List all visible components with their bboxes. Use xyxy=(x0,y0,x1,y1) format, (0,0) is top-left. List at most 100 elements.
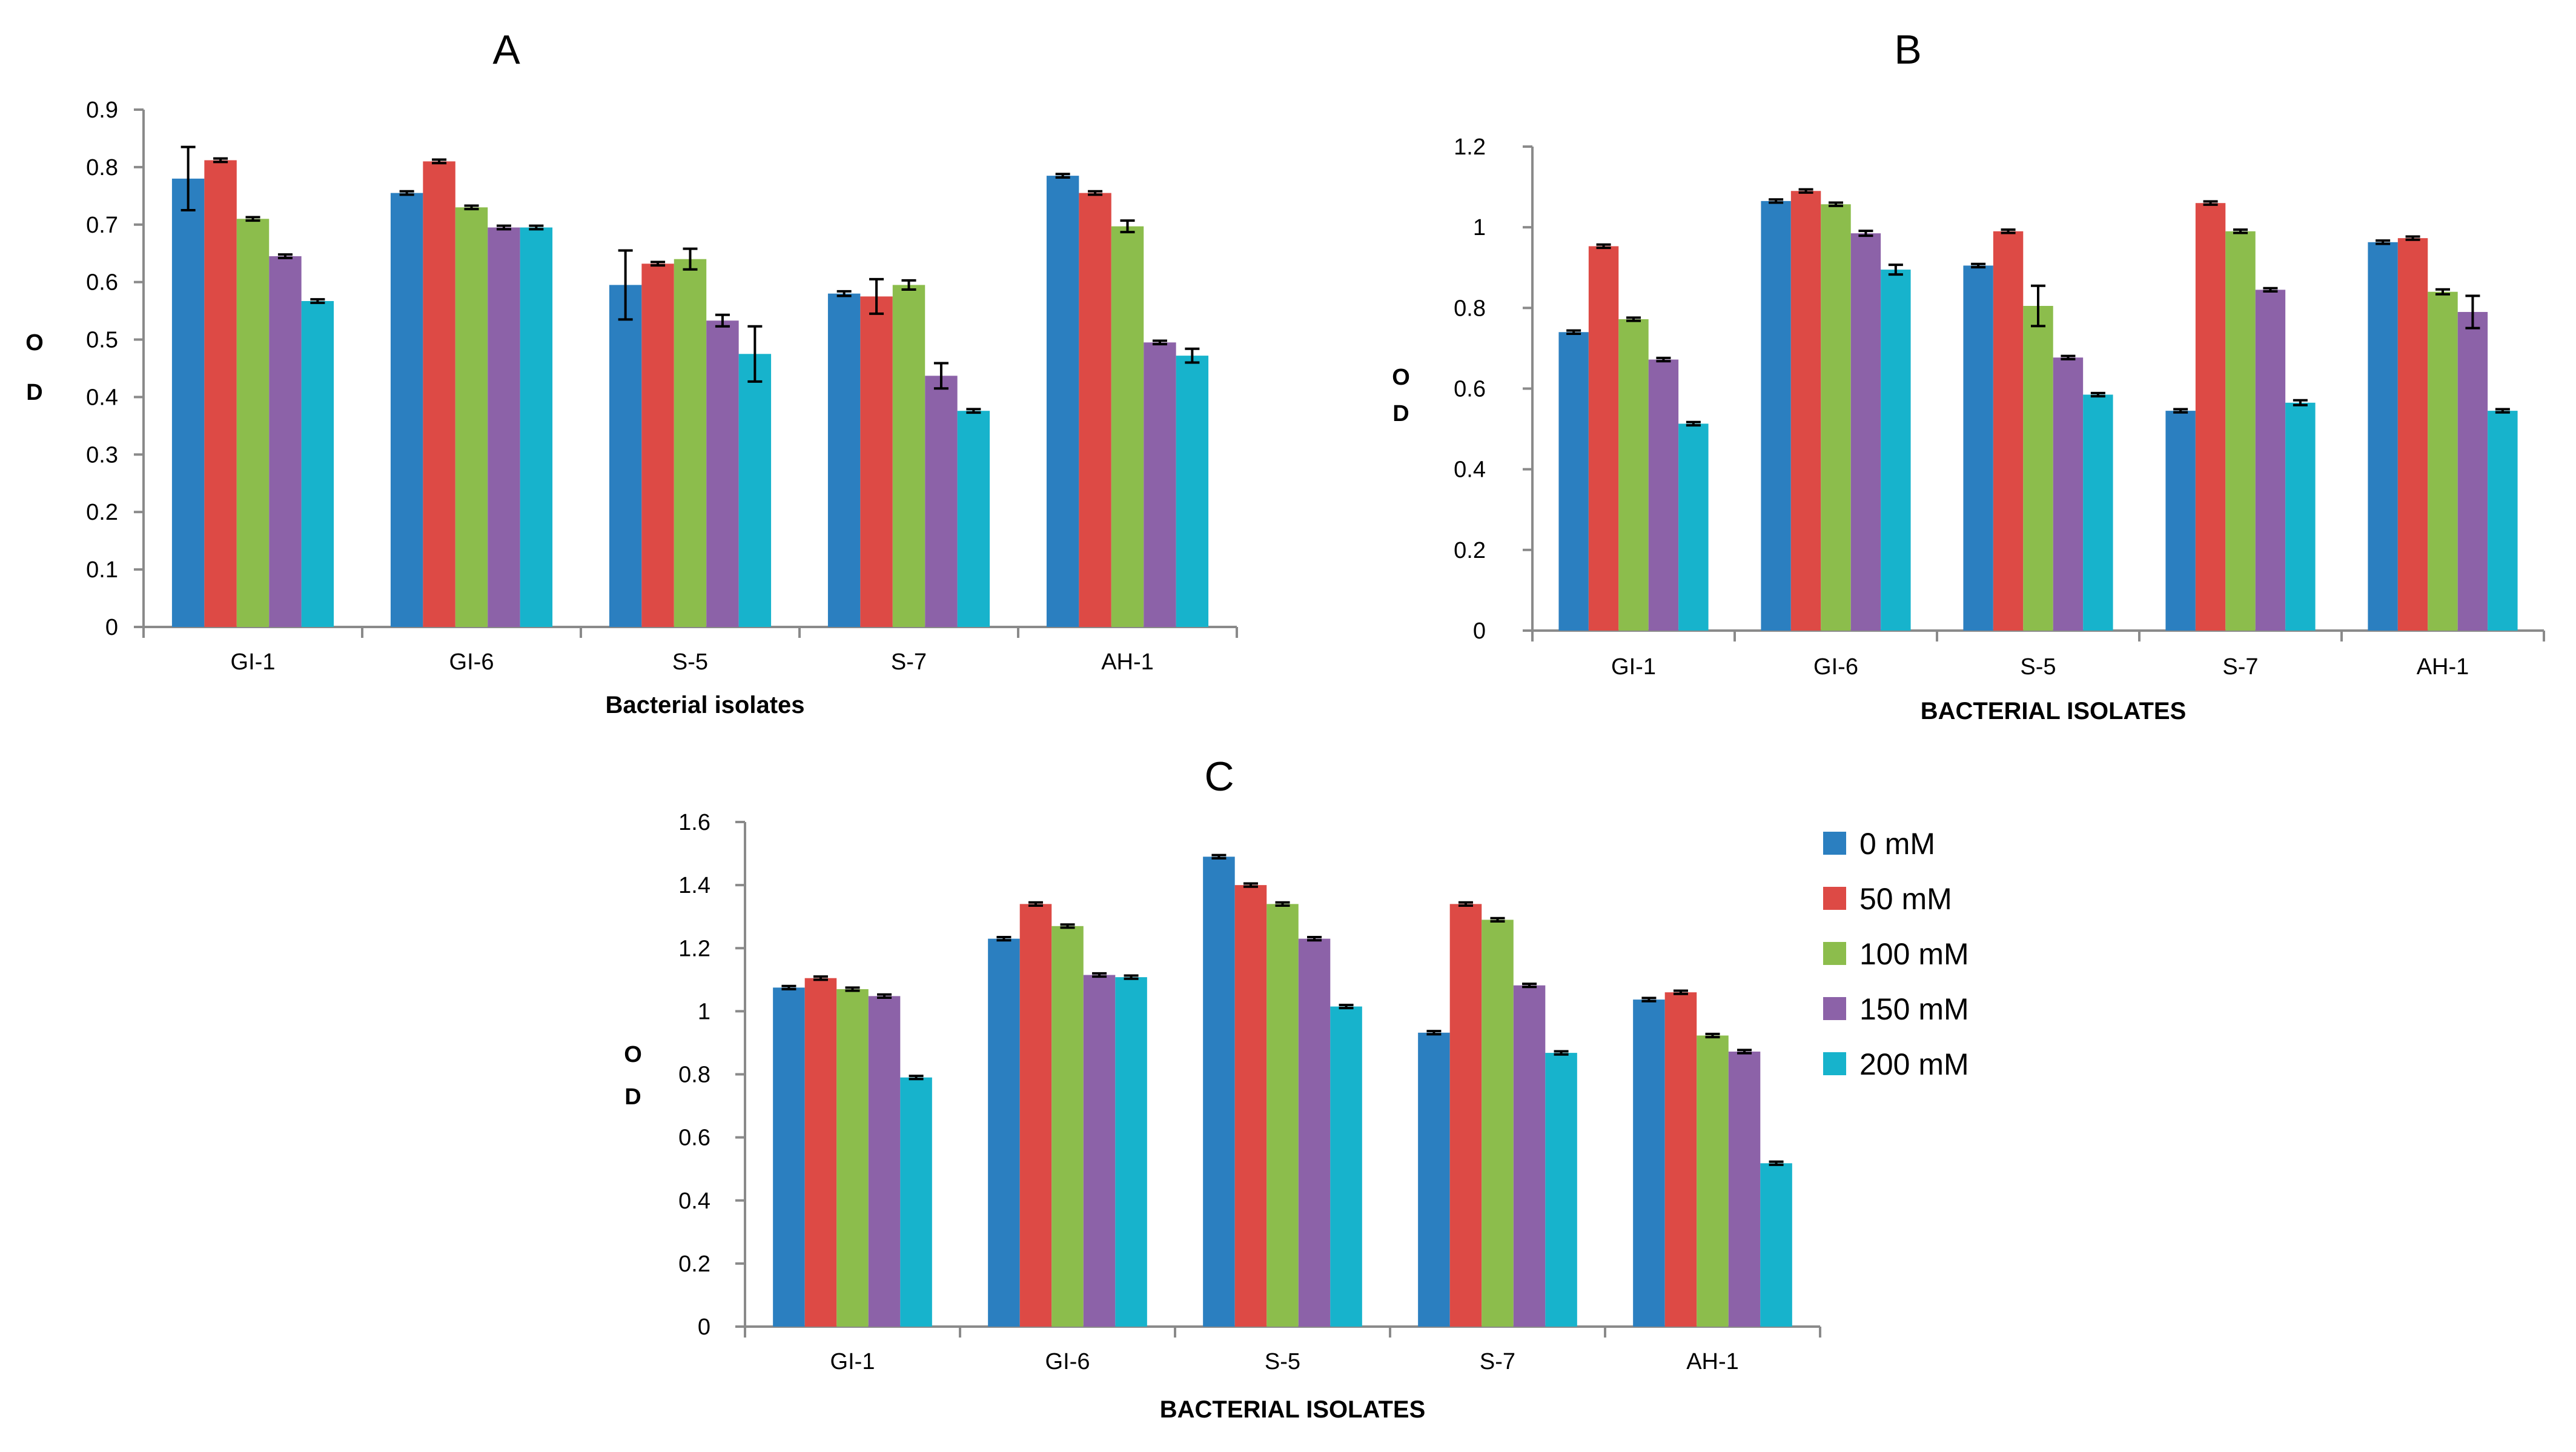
bar xyxy=(1648,359,1679,631)
bar xyxy=(1234,885,1267,1327)
bar xyxy=(988,938,1020,1327)
bar xyxy=(2428,291,2458,631)
bar xyxy=(1633,999,1665,1327)
y-axis-title: O xyxy=(25,330,44,356)
bar xyxy=(2195,203,2226,631)
x-category-label: GI-6 xyxy=(449,649,494,675)
bar xyxy=(2023,306,2053,631)
bar xyxy=(1513,985,1546,1327)
bar xyxy=(674,259,707,627)
x-axis-title: BACTERIAL ISOLATES xyxy=(1921,698,2187,724)
bar xyxy=(641,264,674,627)
y-tick-label: 0.4 xyxy=(1454,457,1486,483)
bar xyxy=(1079,193,1111,628)
bar xyxy=(2397,238,2428,631)
bar xyxy=(1761,201,1791,631)
bar xyxy=(1850,233,1881,631)
legend-swatch xyxy=(1823,942,1846,965)
x-category-label: GI-6 xyxy=(1813,654,1858,680)
legend-label: 100 mM xyxy=(1859,937,1969,971)
x-category-label: GI-1 xyxy=(830,1349,875,1374)
bar xyxy=(773,987,805,1327)
bar xyxy=(1881,270,1911,631)
bar xyxy=(390,193,423,628)
y-tick-label: 0.2 xyxy=(1454,538,1486,563)
bar xyxy=(455,207,488,627)
bar xyxy=(738,354,772,627)
legend-label: 0 mM xyxy=(1859,827,1935,861)
chart-panel-b: B 0 0.2 0.4 0.6 0.8 1 1.2 GI-1 GI-6 S-5 S-7 AH-1 BACT… xyxy=(1392,27,2545,724)
y-tick-label: 1.2 xyxy=(1454,134,1486,160)
y-tick-label: 1.2 xyxy=(678,936,710,961)
bar xyxy=(1618,319,1649,631)
bar xyxy=(900,1077,932,1327)
bar xyxy=(236,219,270,627)
bar xyxy=(1697,1035,1729,1327)
bar xyxy=(1664,992,1697,1327)
legend-swatch xyxy=(1823,832,1846,855)
bar xyxy=(2285,402,2316,631)
x-axis-title: BACTERIAL ISOLATES xyxy=(1160,1396,1426,1423)
bar xyxy=(488,227,520,627)
bar xyxy=(1144,342,1176,627)
legend-swatch xyxy=(1823,887,1846,910)
bar xyxy=(2255,290,2286,631)
x-category-label: S-7 xyxy=(2222,654,2258,680)
bar xyxy=(1266,904,1299,1327)
bar xyxy=(2225,231,2256,631)
bar xyxy=(827,293,861,628)
x-category-label: GI-1 xyxy=(231,649,276,675)
bar xyxy=(1051,926,1084,1327)
bar xyxy=(1418,1032,1450,1327)
y-tick-label: 0.8 xyxy=(678,1062,710,1088)
chart-panel-a: A 0 0.1 0.2 0.3 0.4 0.5 0.6 0.7 0.8 0.9 GI-1 GI-6 S-5… xyxy=(25,27,1238,718)
x-category-label: S-5 xyxy=(2020,654,2056,680)
legend: 0 mM 50 mM 100 mM 150 mM 200 mM xyxy=(1823,827,1969,1081)
bar xyxy=(925,376,958,627)
x-category-label: GI-6 xyxy=(1045,1349,1090,1374)
bar xyxy=(957,411,990,627)
legend-swatch xyxy=(1823,997,1846,1020)
bar xyxy=(868,996,901,1327)
x-category-label: AH-1 xyxy=(2417,654,2469,680)
bar xyxy=(1203,857,1235,1327)
bar xyxy=(1558,332,1589,631)
y-tick-label: 0.6 xyxy=(86,270,118,296)
bar xyxy=(1545,1053,1577,1327)
bar xyxy=(2165,411,2196,631)
panel-letter: C xyxy=(1204,754,1234,800)
y-tick-label: 0.6 xyxy=(1454,377,1486,402)
y-tick-label: 0.6 xyxy=(678,1125,710,1151)
y-tick-label: 1.4 xyxy=(678,873,710,898)
bar xyxy=(1993,231,2024,631)
y-tick-label: 0.4 xyxy=(678,1188,710,1214)
bar xyxy=(836,989,869,1327)
legend-label: 200 mM xyxy=(1859,1047,1969,1081)
legend-label: 50 mM xyxy=(1859,882,1952,916)
x-category-label: S-7 xyxy=(891,649,927,675)
panel-letter: B xyxy=(1894,27,1921,73)
bar xyxy=(1298,938,1331,1327)
y-tick-label: 0 xyxy=(105,615,118,640)
bar xyxy=(1115,977,1147,1327)
bar xyxy=(1083,975,1116,1327)
y-tick-label: 1 xyxy=(1473,215,1486,240)
bar xyxy=(1019,904,1052,1327)
x-category-label: AH-1 xyxy=(1101,649,1154,675)
bar xyxy=(804,978,837,1327)
y-tick-label: 0.5 xyxy=(86,328,118,353)
x-category-label: AH-1 xyxy=(1686,1349,1739,1374)
y-tick-label: 0.2 xyxy=(678,1251,710,1277)
bar xyxy=(423,161,455,627)
bar xyxy=(892,285,925,627)
bar xyxy=(2368,242,2398,631)
y-axis-title: D xyxy=(26,380,42,405)
y-tick-label: 1.6 xyxy=(678,810,710,835)
bar xyxy=(269,256,302,627)
y-tick-label: 0 xyxy=(1473,618,1486,644)
bar xyxy=(171,178,205,627)
bar xyxy=(2457,311,2488,631)
bar xyxy=(1046,176,1079,628)
